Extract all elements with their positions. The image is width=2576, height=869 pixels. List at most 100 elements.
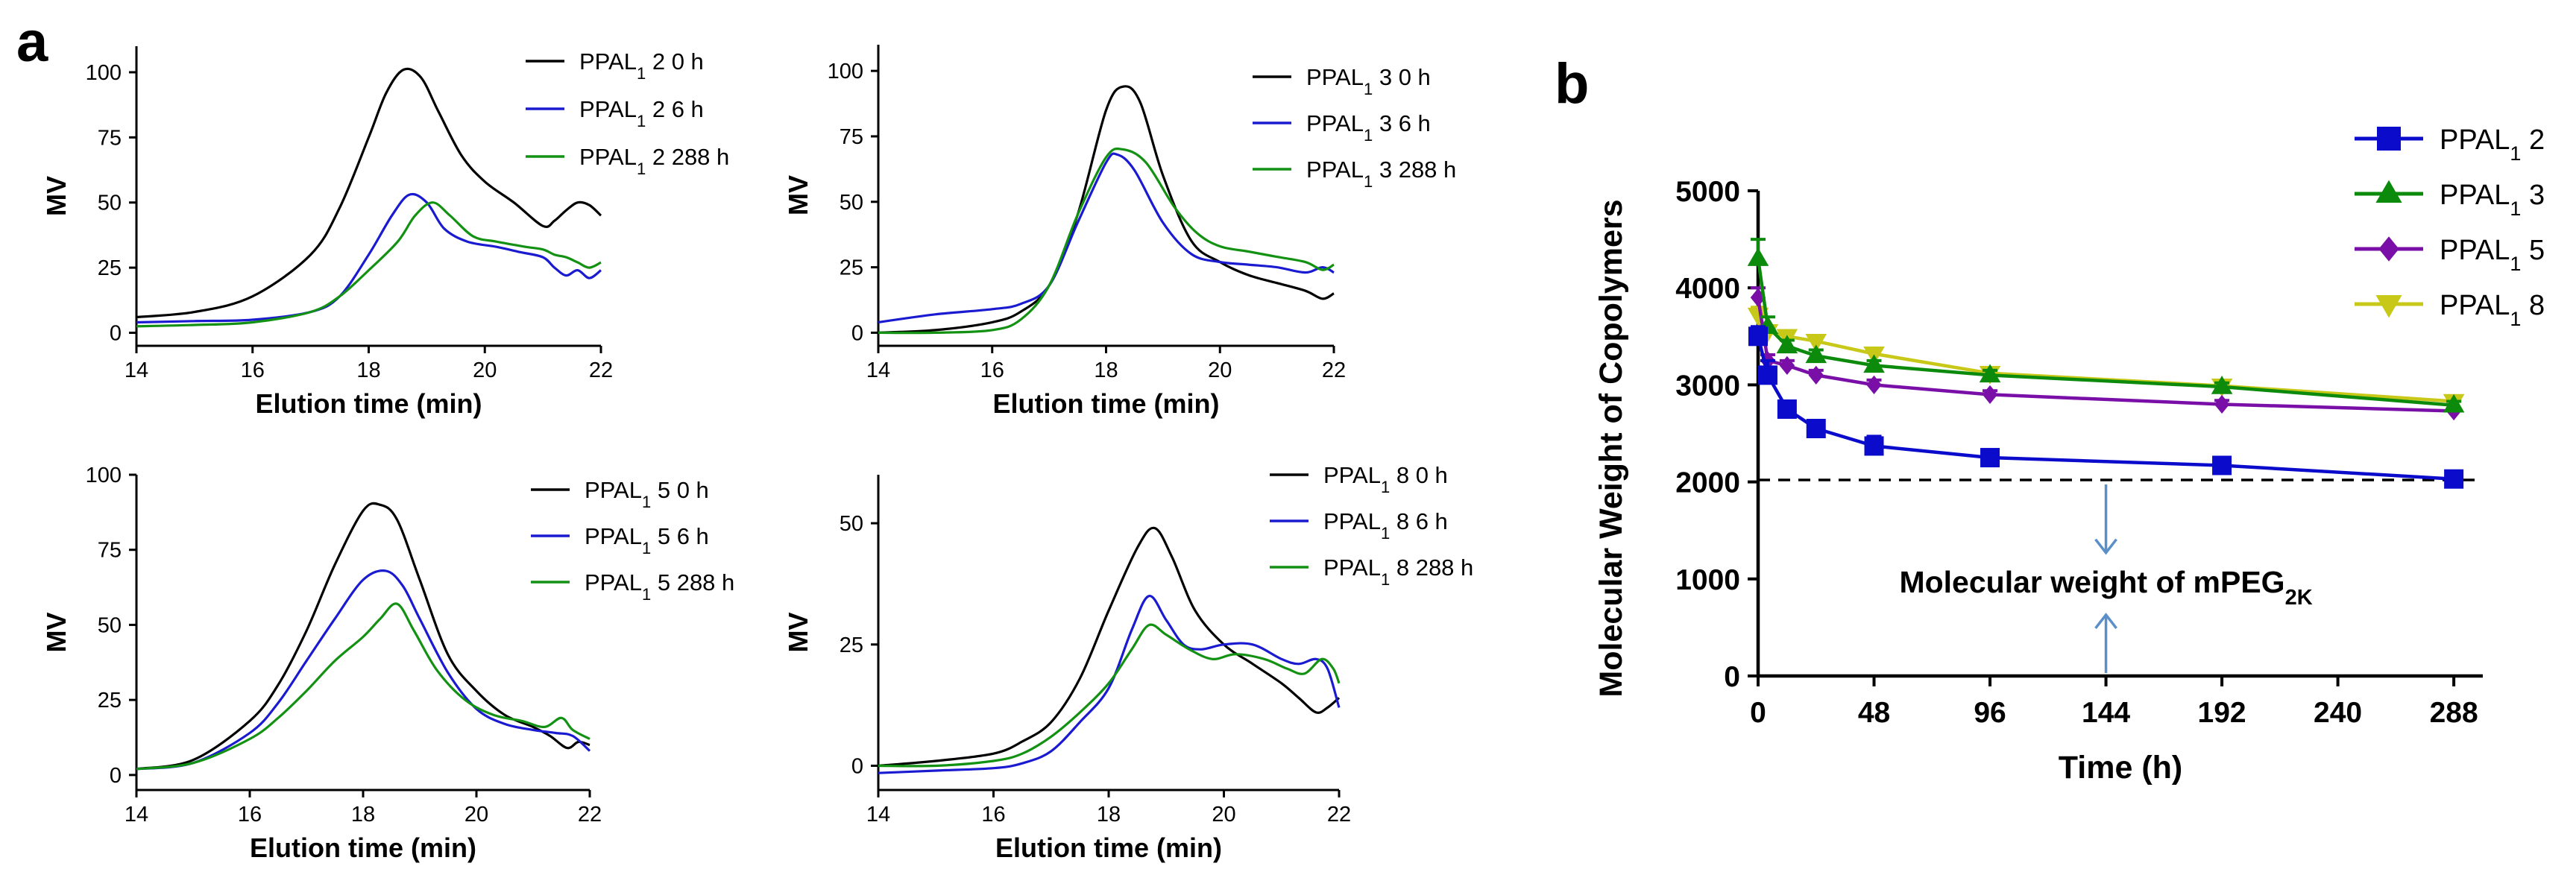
- data-point: [1805, 334, 1827, 353]
- x-axis-title: Time (h): [2059, 750, 2182, 786]
- x-tick-label: 16: [980, 358, 1004, 382]
- y-tick-label: 25: [840, 633, 863, 657]
- data-point: [1980, 448, 2000, 468]
- legend-label: PPAL1 2 288 h: [579, 144, 729, 178]
- series-line-1: [878, 526, 1341, 768]
- legend-label: PPAL1 3 288 h: [1306, 157, 1456, 191]
- x-tick-label: 20: [1212, 803, 1235, 827]
- legend-label: PPAL1 5: [2440, 235, 2545, 275]
- series-line: [1757, 314, 2454, 403]
- x-tick-label: 48: [1858, 697, 1890, 729]
- data-point: [2212, 455, 2232, 475]
- panel-label-a: a: [16, 10, 48, 74]
- y-tick-label: 0: [110, 322, 122, 346]
- panel-label-b: b: [1555, 52, 1589, 116]
- x-tick-label: 14: [125, 803, 148, 827]
- data-point: [2443, 394, 2465, 413]
- y-tick-label: 50: [98, 192, 122, 215]
- chart-a2: 14 16 18 20 22 0 25 50 75 100 Elution time (min) MV…: [783, 45, 1456, 419]
- y-tick-label: 0: [851, 754, 863, 778]
- x-tick-label: 16: [241, 358, 265, 382]
- legend-label: PPAL1 8 0 h: [1323, 462, 1448, 496]
- y-tick-label: 25: [98, 256, 122, 280]
- y-tick-label: 5000: [1675, 176, 1740, 208]
- legend-label: PPAL1 2 0 h: [579, 48, 704, 83]
- chart-a4: 14 16 18 20 22 0 25 50 Elution time (min) MV PPAL1…: [783, 462, 1473, 863]
- y-tick-label: 4000: [1675, 273, 1740, 305]
- annotation-label: Molecular weight of mPEG2K: [1899, 565, 2312, 610]
- data-point: [1757, 365, 1777, 385]
- x-axis-title: Elution time (min): [995, 832, 1222, 863]
- x-tick-label: 16: [981, 803, 1005, 827]
- legend-label: PPAL1 5 6 h: [585, 523, 709, 557]
- data-point: [2214, 394, 2230, 414]
- legend-label: PPAL1 5 0 h: [585, 477, 709, 511]
- data-point: [1982, 385, 1998, 405]
- legend-label: PPAL1 5 288 h: [585, 569, 734, 604]
- x-tick-label: 20: [1208, 358, 1232, 382]
- x-tick-label: 18: [1097, 803, 1121, 827]
- y-tick-label: 75: [840, 125, 863, 149]
- x-tick-label: 240: [2314, 697, 2362, 729]
- data-point: [1863, 354, 1885, 373]
- data-point: [2378, 236, 2399, 262]
- series-line-3: [136, 602, 591, 771]
- x-tick-label: 96: [1974, 697, 2006, 729]
- data-point: [1808, 365, 1824, 385]
- data-point: [1777, 399, 1797, 419]
- data-point: [1779, 356, 1795, 375]
- data-point: [1750, 288, 1766, 307]
- data-point: [2375, 295, 2402, 318]
- y-tick-label: 100: [828, 60, 863, 83]
- data-point: [2444, 469, 2464, 489]
- legend-label: PPAL1 8: [2440, 290, 2545, 330]
- x-tick-label: 14: [125, 358, 148, 382]
- series-line-1: [878, 85, 1335, 334]
- data-point: [1806, 418, 1826, 438]
- x-tick-label: 14: [866, 803, 890, 827]
- x-tick-label: 20: [473, 358, 497, 382]
- data-point: [1979, 364, 2001, 383]
- y-tick-label: 100: [86, 61, 122, 85]
- legend-label: PPAL1 3 6 h: [1306, 110, 1431, 145]
- y-axis-title: MV: [783, 175, 813, 215]
- data-point: [1776, 335, 1798, 354]
- data-point: [2377, 127, 2401, 151]
- series-line-3: [878, 147, 1335, 335]
- legend-label: PPAL1 8 288 h: [1323, 554, 1473, 589]
- y-tick-label: 50: [840, 191, 863, 215]
- y-axis-title: MV: [41, 176, 72, 216]
- y-axis-title: MV: [41, 613, 72, 653]
- y-tick-label: 50: [840, 512, 863, 536]
- x-tick-label: 22: [578, 803, 602, 827]
- x-tick-label: 288: [2430, 697, 2478, 729]
- x-tick-label: 18: [356, 358, 380, 382]
- series-line-2: [136, 192, 602, 324]
- series-line-2: [136, 569, 591, 771]
- chart-a3: 14 16 18 20 22 0 25 50 75 100 Elution time (min) MV…: [41, 464, 734, 863]
- x-axis-title: Elution time (min): [250, 832, 476, 863]
- x-tick-label: 16: [238, 803, 262, 827]
- data-point: [1747, 247, 1769, 266]
- x-tick-label: 0: [1750, 697, 1766, 729]
- y-axis-title: Molecular Weight of Copolymers: [1593, 199, 1629, 697]
- data-point: [1864, 436, 1884, 456]
- data-point: [2211, 376, 2233, 394]
- y-tick-label: 100: [86, 464, 122, 487]
- data-point: [1866, 375, 1882, 394]
- x-tick-label: 22: [589, 358, 613, 382]
- legend-label: PPAL1 3 0 h: [1306, 64, 1431, 98]
- y-tick-label: 0: [851, 321, 863, 345]
- series-line-1: [136, 502, 591, 771]
- y-tick-label: 3000: [1675, 370, 1740, 402]
- x-tick-label: 18: [1094, 358, 1118, 382]
- x-tick-label: 18: [351, 803, 375, 827]
- x-tick-label: 20: [465, 803, 488, 827]
- chart-a1: 14 16 18 20 22 0 25 50 75 100 Elution time (min) MV…: [41, 46, 729, 419]
- x-tick-label: 144: [2082, 697, 2130, 729]
- legend-label: PPAL1 2 6 h: [579, 96, 704, 130]
- series-line-1: [136, 67, 602, 319]
- x-tick-label: 14: [866, 358, 890, 382]
- down-arrow-head: [2094, 538, 2117, 555]
